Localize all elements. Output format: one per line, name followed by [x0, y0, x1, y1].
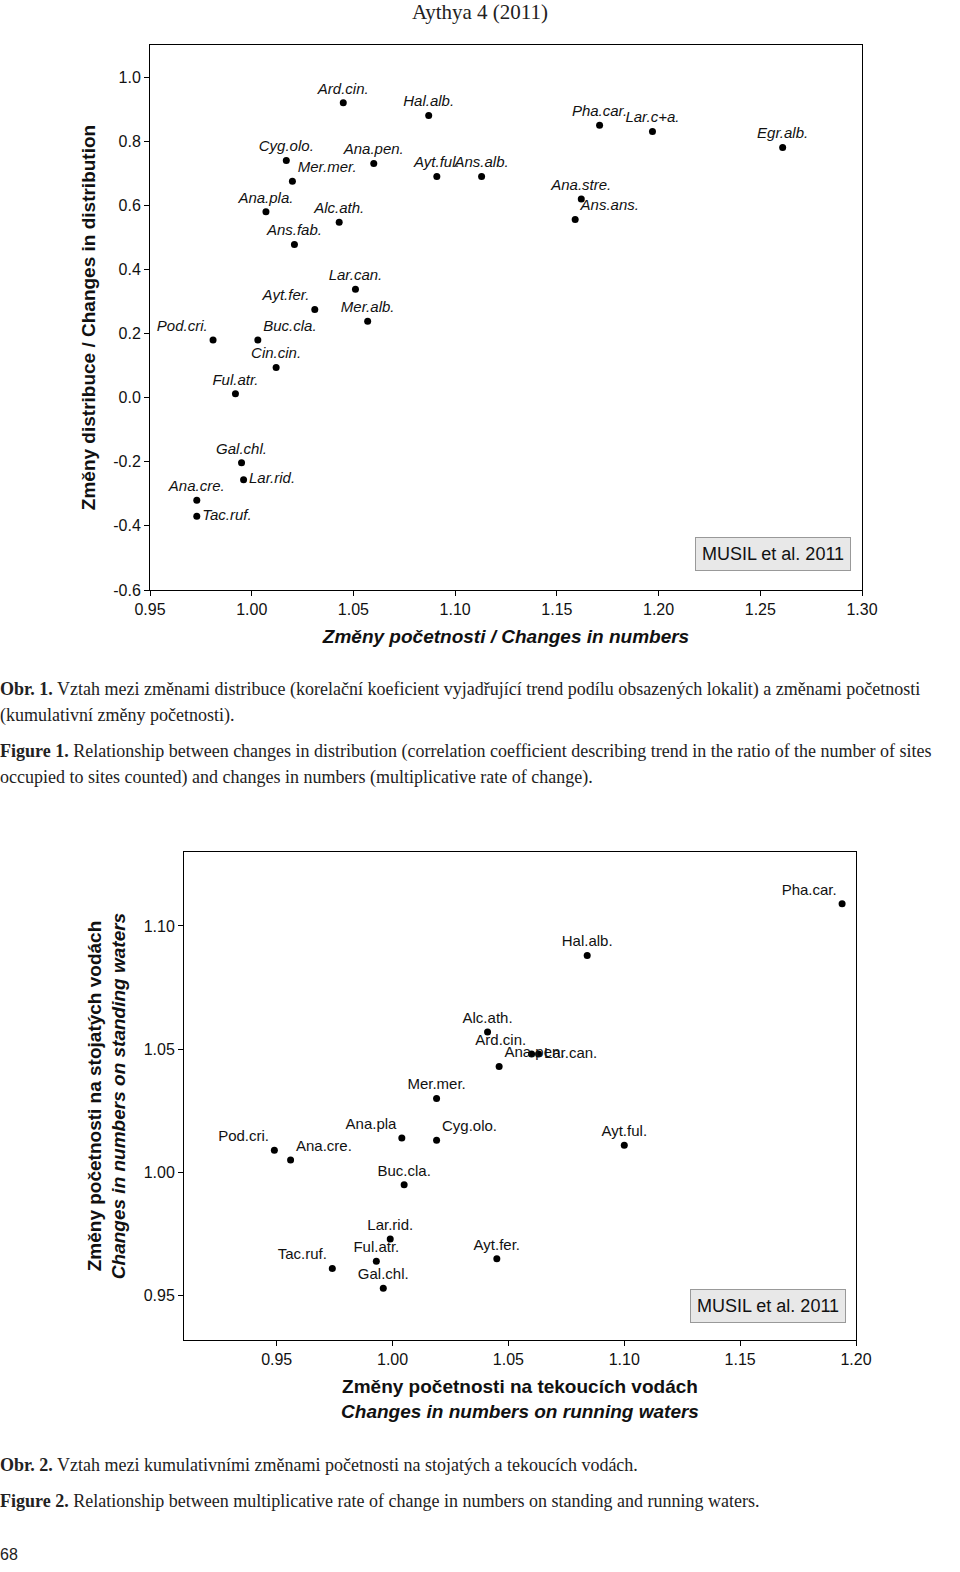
- html-text:Obr. 1. Vztah mezi změnami dis: Obr. 1. Vztah mezi změnami distribuce (k…: [0, 679, 921, 725]
- svg-text:Gal.chl.: Gal.chl.: [358, 1265, 409, 1282]
- svg-text:Ans.alb.: Ans.alb.: [453, 153, 508, 170]
- svg-text:1.00: 1.00: [377, 1351, 408, 1368]
- svg-text:1.25: 1.25: [745, 601, 776, 618]
- svg-text:0.95: 0.95: [144, 1287, 175, 1304]
- html-text:Figure 2. Relationship between: Figure 2. Relationship between multiplic…: [0, 1491, 760, 1511]
- html-text:68: 68: [0, 1546, 18, 1563]
- svg-text:Změny početnosti na tekoucích: Změny početnosti na tekoucích vodáchChan…: [341, 1376, 699, 1422]
- svg-text:1.00: 1.00: [236, 601, 267, 618]
- svg-text:0.95: 0.95: [261, 1351, 292, 1368]
- svg-text:Lar.rid.: Lar.rid.: [367, 1216, 413, 1233]
- svg-text:Cyg.olo.: Cyg.olo.: [442, 1117, 497, 1134]
- svg-text:Alc.ath.: Alc.ath.: [313, 199, 364, 216]
- svg-text:Buc.cla.: Buc.cla.: [377, 1162, 430, 1179]
- svg-text:Mer.alb.: Mer.alb.: [341, 298, 395, 315]
- svg-text:0.95: 0.95: [134, 601, 165, 618]
- svg-text:Gal.chl.: Gal.chl.: [216, 440, 267, 457]
- svg-text:1.20: 1.20: [643, 601, 674, 618]
- svg-text:Lar.c+a.: Lar.c+a.: [625, 108, 679, 125]
- svg-text:Ana.pla.: Ana.pla.: [237, 189, 293, 206]
- svg-text:Ful.atr.: Ful.atr.: [353, 1238, 399, 1255]
- svg-text:Tac.ruf.: Tac.ruf.: [278, 1245, 327, 1262]
- svg-text:Hal.alb.: Hal.alb.: [403, 92, 454, 109]
- svg-text:Buc.cla.: Buc.cla.: [263, 317, 316, 334]
- svg-text:0.2: 0.2: [119, 325, 141, 342]
- svg-text:1.30: 1.30: [846, 601, 877, 618]
- svg-text:Mer.mer.: Mer.mer.: [407, 1075, 465, 1092]
- svg-text:1.0: 1.0: [119, 69, 141, 86]
- svg-text:Ayt.ful.: Ayt.ful.: [413, 153, 460, 170]
- svg-text:Hal.alb.: Hal.alb.: [562, 932, 613, 949]
- svg-text:Ana.cre.: Ana.cre.: [296, 1137, 352, 1154]
- svg-text:Ana.pla: Ana.pla: [346, 1115, 398, 1132]
- html-text:Obr. 2. Vztah mezi kumulativní: Obr. 2. Vztah mezi kumulativními změnami…: [0, 1455, 638, 1475]
- svg-text:Lar.rid.: Lar.rid.: [249, 469, 295, 486]
- svg-text:Ayt.fer.: Ayt.fer.: [262, 286, 310, 303]
- svg-text:Ana.cre.: Ana.cre.: [168, 477, 225, 494]
- svg-text:Tac.ruf.: Tac.ruf.: [202, 506, 251, 523]
- svg-text:1.05: 1.05: [493, 1351, 524, 1368]
- svg-text:Ans.fab.: Ans.fab.: [266, 221, 322, 238]
- svg-text:1.10: 1.10: [609, 1351, 640, 1368]
- svg-text:MUSIL et al. 2011: MUSIL et al. 2011: [702, 544, 844, 564]
- svg-text:Alc.ath.: Alc.ath.: [463, 1009, 513, 1026]
- svg-text:Lar.can.: Lar.can.: [544, 1044, 597, 1061]
- svg-text:MUSIL et al. 2011: MUSIL et al. 2011: [697, 1296, 839, 1316]
- svg-text:Ard.cin.: Ard.cin.: [475, 1031, 526, 1048]
- svg-text:1.10: 1.10: [144, 918, 175, 935]
- svg-text:Cyg.olo.: Cyg.olo.: [259, 137, 314, 154]
- svg-text:Pod.cri.: Pod.cri.: [157, 317, 208, 334]
- svg-text:Cin.cin.: Cin.cin.: [251, 344, 301, 361]
- svg-text:Lar.can.: Lar.can.: [329, 266, 383, 283]
- svg-text:Egr.alb.: Egr.alb.: [757, 124, 808, 141]
- svg-text:1.15: 1.15: [541, 601, 572, 618]
- svg-text:-0.2: -0.2: [113, 453, 141, 470]
- svg-text:0.0: 0.0: [119, 389, 141, 406]
- svg-text:1.10: 1.10: [440, 601, 471, 618]
- svg-text:-0.4: -0.4: [113, 517, 141, 534]
- svg-text:Změny distribuce / Changes in: Změny distribuce / Changes in distributi…: [78, 125, 99, 510]
- svg-text:Ana.stre.: Ana.stre.: [550, 176, 611, 193]
- svg-text:1.05: 1.05: [144, 1041, 175, 1058]
- svg-text:Ans.ans.: Ans.ans.: [580, 196, 639, 213]
- svg-text:0.8: 0.8: [119, 133, 141, 150]
- svg-text:1.05: 1.05: [338, 601, 369, 618]
- svg-text:Pod.cri.: Pod.cri.: [218, 1127, 269, 1144]
- svg-text:Ana.pen.: Ana.pen.: [343, 140, 404, 157]
- svg-text:Změny početnosti na stojatých: Změny početnosti na stojatých vodáchChan…: [84, 913, 130, 1279]
- svg-text:Ayt.ful.: Ayt.ful.: [601, 1122, 647, 1139]
- svg-text:Mer.mer.: Mer.mer.: [298, 158, 357, 175]
- svg-text:Ful.atr.: Ful.atr.: [212, 371, 258, 388]
- svg-text:Ana.pen.: Ana.pen.: [505, 1043, 565, 1060]
- svg-text:Ayt.fer.: Ayt.fer.: [474, 1236, 520, 1253]
- svg-text:-0.6: -0.6: [113, 582, 141, 599]
- svg-text:0.6: 0.6: [119, 197, 141, 214]
- svg-text:1.00: 1.00: [144, 1164, 175, 1181]
- svg-text:0.4: 0.4: [119, 261, 141, 278]
- svg-text:1.15: 1.15: [725, 1351, 756, 1368]
- svg-text:Ard.cin.: Ard.cin.: [317, 80, 369, 97]
- svg-text:Změny početnosti / Changes in: Změny početnosti / Changes in numbers: [322, 626, 689, 647]
- html-text:Figure 1. Relationship between: Figure 1. Relationship between changes i…: [0, 741, 932, 787]
- svg-text:Pha.car.: Pha.car.: [782, 881, 837, 898]
- svg-text:Pha.car.: Pha.car.: [572, 102, 627, 119]
- html-text:Aythya 4 (2011): Aythya 4 (2011): [411, 0, 548, 24]
- svg-text:1.20: 1.20: [840, 1351, 871, 1368]
